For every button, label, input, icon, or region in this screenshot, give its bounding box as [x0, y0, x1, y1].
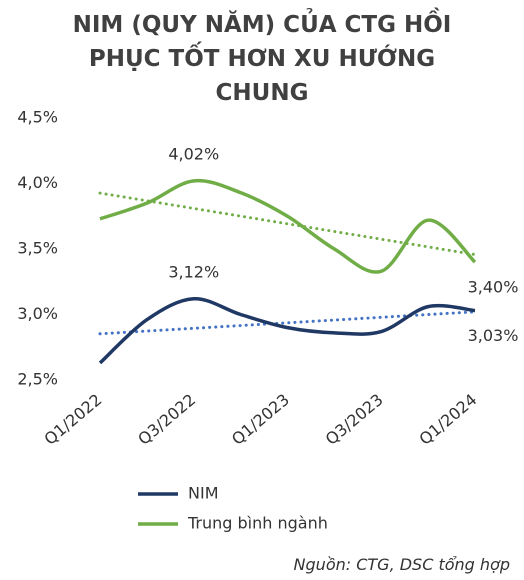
y-tick-label: 3,0% [17, 304, 58, 323]
series-line [99, 178, 477, 274]
data-label: 3,03% [468, 326, 519, 345]
data-label: 4,02% [168, 144, 219, 163]
chart-title: NIM (QUY NĂM) CỦA CTG HỒI PHỤC TỐT HƠN X… [72, 12, 452, 106]
source-note: Nguồn: CTG, DSC tổng hợp [293, 555, 510, 574]
y-tick-label: 4,5% [17, 108, 58, 127]
x-tick-label: Q1/2024 [415, 390, 480, 449]
legend-label: NIM [188, 484, 219, 503]
x-tick-label: Q3/2023 [322, 390, 387, 449]
legend-label: Trung bình ngành [187, 514, 328, 533]
y-tick-label: 3,5% [17, 239, 58, 258]
y-tick-label: 2,5% [17, 370, 58, 389]
trend-line [98, 191, 477, 257]
data-label: 3,40% [468, 278, 519, 297]
data-label: 3,12% [168, 262, 219, 281]
series-line [98, 297, 476, 365]
y-tick-label: 4,0% [17, 173, 58, 192]
trend-line [98, 310, 477, 336]
x-tick-label: Q1/2022 [40, 390, 105, 449]
x-tick-label: Q3/2022 [134, 390, 199, 449]
x-tick-label: Q1/2023 [228, 390, 293, 449]
